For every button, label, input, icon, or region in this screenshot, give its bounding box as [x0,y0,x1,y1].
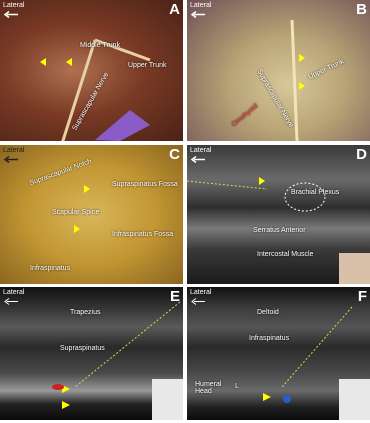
panel-a: Lateral A Middle Trunk Upper Trunk Supra… [0,0,183,141]
orientation-label: Lateral [3,2,25,9]
marker [74,225,80,233]
label: Brachial Plexus [291,189,340,196]
needle [74,301,181,388]
label: Humeral Head [195,381,222,395]
orientation-arrow [191,156,205,163]
panel-letter: B [356,1,367,18]
outline [284,182,326,212]
panel-b: Lateral B Upper Trunk Suprascapular Nerv… [187,0,370,141]
panel-f: Lateral F Deltoid Infraspinatus Humeral … [187,287,370,420]
label: Trapezius [70,309,101,316]
label: Upper Trunk [128,62,167,69]
orientation-label: Lateral [3,147,25,154]
panel-letter: C [169,146,180,163]
label: Middle Trunk [80,42,121,49]
glove [95,110,150,141]
overlay [40,38,151,141]
panel-d: Lateral D Brachial Plexus Serratus Anter… [187,145,370,284]
orientation-label: Lateral [3,289,25,296]
nerve [61,38,151,141]
orientation-arrow [4,298,18,305]
marker [259,177,265,185]
orientation-label: Lateral [190,2,212,9]
probe-inset [339,253,370,284]
label: Supraspinatus [60,345,105,352]
panel-e: Lateral E Trapezius Supraspinatus [0,287,183,420]
label: Deltoid [257,309,279,316]
overlay [52,301,183,420]
panel-letter: D [356,146,367,163]
panel-letter: F [357,288,367,305]
label: Infraspinatus [30,265,71,272]
overlay [187,177,370,284]
overlay [74,185,90,233]
marker [66,58,72,66]
vessel [52,384,64,390]
panel-letter: E [169,288,180,305]
overlay [290,19,305,141]
needle [281,306,353,388]
label: Supraspinatus Fossa [112,181,178,188]
label: L [235,383,239,390]
probe-inset [152,379,183,420]
vessel [283,395,291,403]
probe-inset [339,379,370,420]
overlay [263,306,370,420]
orientation-label: Lateral [190,147,212,154]
label: Infraspinatus Fossa [112,231,174,238]
label: Scapular Spine [52,209,100,216]
orientation-arrow [191,298,205,305]
panel-letter: A [169,1,180,18]
label: Intercostal Muscle [257,251,314,258]
label: Serratus Anterior [253,227,306,234]
needle [187,180,268,190]
orientation-label: Lateral [190,289,212,296]
marker [84,185,90,193]
orientation-arrow [4,156,18,163]
marker [62,401,70,409]
nerve [290,19,299,141]
marker [40,58,46,66]
orientation-arrow [4,11,18,18]
label: Infraspinatus [249,335,290,342]
marker [263,393,271,401]
panel-c: Lateral C Suprascapular Notch Supraspina… [0,145,183,284]
orientation-arrow [191,11,205,18]
marker [299,82,305,90]
marker [299,54,305,62]
